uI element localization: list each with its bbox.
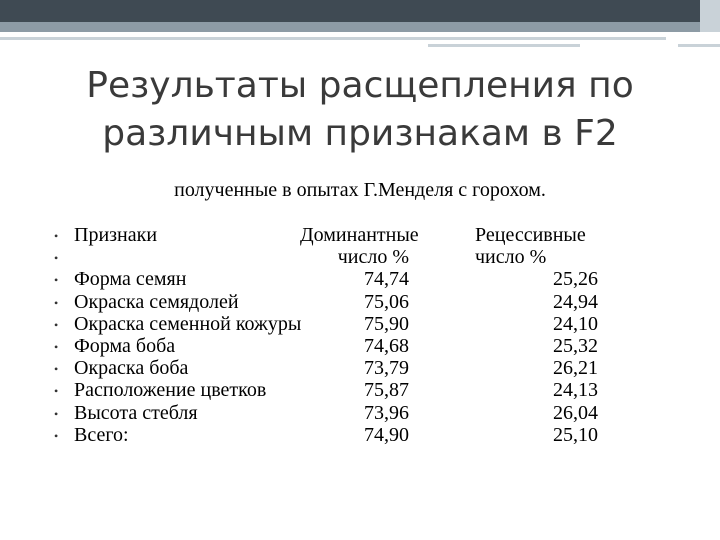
results-table: • Признаки Доминантные Рецессивные • чис… (0, 224, 720, 446)
subheader-dominant: число % (337, 246, 409, 269)
row-dominant-percent: 75,06 (364, 290, 409, 313)
top-band-dark (0, 0, 706, 22)
top-band-mid (0, 22, 706, 32)
row-dominant-percent: 73,96 (364, 401, 409, 424)
row-dominant-percent: 75,90 (364, 312, 409, 335)
decor-line (428, 44, 580, 47)
bullet-marker: • (54, 406, 59, 421)
row-recessive-percent: 26,04 (553, 401, 598, 424)
row-recessive-percent: 26,21 (553, 357, 598, 380)
table-row: • Окраска семенной кожуры 75,90 24,10 (0, 313, 720, 335)
bullet-marker: • (54, 384, 59, 399)
row-dominant-percent: 73,79 (364, 357, 409, 380)
row-trait: Окраска боба (74, 357, 189, 380)
bullet-marker: • (54, 317, 59, 332)
bullet-marker: • (54, 339, 59, 354)
bullet-marker: • (54, 229, 59, 243)
row-recessive-percent: 25,26 (553, 268, 598, 291)
row-dominant-percent: 74,74 (364, 268, 409, 291)
decor-line (678, 44, 720, 47)
decor-line (0, 37, 666, 40)
row-recessive-percent: 25,32 (553, 334, 598, 357)
table-row: • Всего: 74,90 25,10 (0, 424, 720, 446)
slide-top-decoration (0, 0, 720, 32)
subheader-recessive: число % (475, 246, 547, 269)
table-row: • Форма боба 74,68 25,32 (0, 335, 720, 357)
row-dominant-percent: 74,68 (364, 334, 409, 357)
title-line-2: различным признакам в F2 (102, 113, 618, 154)
table-row: • Расположение цветков 75,87 24,13 (0, 379, 720, 401)
bullet-marker: • (54, 295, 59, 310)
row-trait: Форма боба (74, 334, 176, 357)
top-band-end (700, 0, 720, 32)
bullet-marker: • (54, 428, 59, 443)
row-trait: Форма семян (74, 268, 187, 291)
slide-subtitle: полученные в опытах Г.Менделя с горохом. (174, 179, 546, 201)
row-dominant-percent: 74,90 (364, 423, 409, 446)
header-trait: Признаки (74, 224, 158, 246)
row-recessive-percent: 24,94 (553, 290, 598, 313)
table-row: • Форма семян 74,74 25,26 (0, 268, 720, 290)
table-row: • Окраска боба 73,79 26,21 (0, 357, 720, 379)
title-line-1: Результаты расщепления по (86, 65, 634, 106)
row-trait: Высота стебля (74, 401, 198, 424)
bullet-marker: • (54, 273, 59, 288)
row-trait: Всего: (74, 423, 129, 446)
row-recessive-percent: 25,10 (553, 423, 598, 446)
table-row: • Окраска семядолей 75,06 24,94 (0, 291, 720, 313)
header-recessive: Рецессивные (475, 224, 586, 246)
table-header-row: • Признаки Доминантные Рецессивные (0, 224, 720, 246)
header-dominant: Доминантные (300, 224, 419, 246)
row-recessive-percent: 24,10 (553, 312, 598, 335)
row-trait: Окраска семядолей (74, 290, 239, 313)
slide-title: Результаты расщепления по различным приз… (60, 62, 660, 158)
row-trait: Расположение цветков (74, 379, 267, 402)
bullet-marker: • (54, 251, 59, 266)
table-subheader-row: • число % число % (0, 246, 720, 268)
row-trait: Окраска семенной кожуры (74, 312, 302, 335)
row-dominant-percent: 75,87 (364, 379, 409, 402)
row-recessive-percent: 24,13 (553, 379, 598, 402)
table-row: • Высота стебля 73,96 26,04 (0, 402, 720, 424)
bullet-marker: • (54, 362, 59, 377)
